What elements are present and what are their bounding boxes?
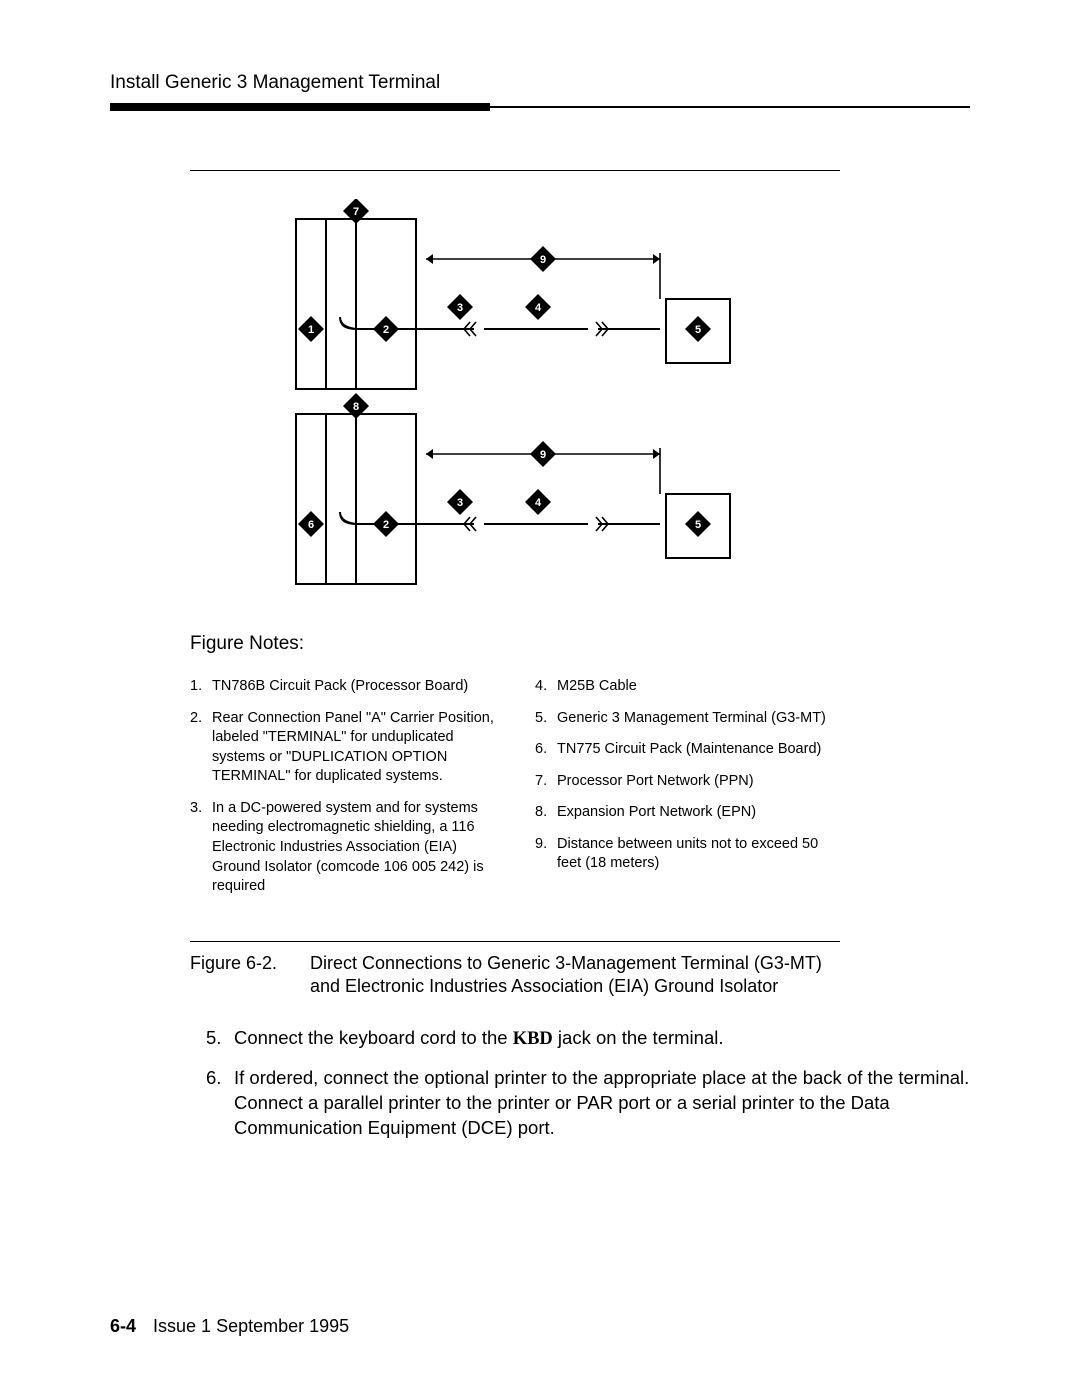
figure-note: 6.TN775 Circuit Pack (Maintenance Board) — [535, 740, 840, 760]
note-number: 6. — [535, 740, 557, 760]
figure-caption-text: Direct Connections to Generic 3-Manageme… — [310, 952, 840, 999]
figure: 7 1 2 3 4 5 9 8 6 2 3 4 5 9 Figure Notes: 1.TN786B Ci… — [190, 170, 840, 998]
svg-text:2: 2 — [383, 324, 389, 336]
figure-note: 2.Rear Connection Panel "A" Carrier Posi… — [190, 709, 495, 787]
note-text: Generic 3 Management Terminal (G3-MT) — [557, 709, 840, 729]
note-text: TN775 Circuit Pack (Maintenance Board) — [557, 740, 840, 760]
note-text: Rear Connection Panel "A" Carrier Positi… — [212, 709, 495, 787]
figure-note: 5.Generic 3 Management Terminal (G3-MT) — [535, 709, 840, 729]
note-number: 2. — [190, 709, 212, 787]
figure-note: 9.Distance between units not to exceed 5… — [535, 835, 840, 874]
svg-text:1: 1 — [308, 324, 314, 336]
svg-text:4: 4 — [535, 302, 542, 314]
svg-text:3: 3 — [457, 302, 463, 314]
svg-text:9: 9 — [540, 449, 546, 461]
figure-diagram: 7 1 2 3 4 5 9 8 6 2 3 4 5 9 — [286, 199, 786, 609]
body-step: 5.Connect the keyboard cord to the KBD j… — [206, 1026, 970, 1052]
svg-text:5: 5 — [695, 324, 701, 336]
note-number: 4. — [535, 677, 557, 697]
note-number: 5. — [535, 709, 557, 729]
note-text: M25B Cable — [557, 677, 840, 697]
page-number: 6-4 — [110, 1316, 136, 1336]
svg-text:9: 9 — [540, 254, 546, 266]
page-footer: 6-4 Issue 1 September 1995 — [110, 1316, 349, 1337]
note-number: 9. — [535, 835, 557, 874]
svg-text:6: 6 — [308, 519, 314, 531]
figure-top-rule — [190, 170, 840, 171]
figure-bottom-rule — [190, 941, 840, 942]
note-text: Processor Port Network (PPN) — [557, 772, 840, 792]
note-text: Distance between units not to exceed 50 … — [557, 835, 840, 874]
figure-caption-label: Figure 6-2. — [190, 952, 310, 999]
body-steps: 5.Connect the keyboard cord to the KBD j… — [206, 1026, 970, 1141]
note-number: 7. — [535, 772, 557, 792]
figure-note: 8.Expansion Port Network (EPN) — [535, 803, 840, 823]
note-text: Expansion Port Network (EPN) — [557, 803, 840, 823]
figure-notes-title: Figure Notes: — [190, 633, 840, 655]
svg-text:4: 4 — [535, 497, 542, 509]
body-step: 6.If ordered, connect the optional print… — [206, 1066, 970, 1141]
figure-caption: Figure 6-2. Direct Connections to Generi… — [190, 952, 840, 999]
figure-notes: 1.TN786B Circuit Pack (Processor Board)2… — [190, 677, 840, 909]
note-number: 1. — [190, 677, 212, 697]
svg-text:3: 3 — [457, 497, 463, 509]
header-rule — [110, 102, 970, 112]
header-title: Install Generic 3 Management Terminal — [110, 72, 970, 94]
svg-text:5: 5 — [695, 519, 701, 531]
note-number: 8. — [535, 803, 557, 823]
figure-note: 4.M25B Cable — [535, 677, 840, 697]
note-text: TN786B Circuit Pack (Processor Board) — [212, 677, 495, 697]
svg-text:2: 2 — [383, 519, 389, 531]
issue-line: Issue 1 September 1995 — [153, 1316, 349, 1336]
note-text: In a DC-powered system and for systems n… — [212, 799, 495, 897]
svg-text:8: 8 — [353, 401, 359, 413]
figure-note: 3.In a DC-powered system and for systems… — [190, 799, 495, 897]
note-number: 3. — [190, 799, 212, 897]
figure-note: 7.Processor Port Network (PPN) — [535, 772, 840, 792]
svg-text:7: 7 — [353, 206, 359, 218]
page-header: Install Generic 3 Management Terminal — [110, 72, 970, 112]
figure-note: 1.TN786B Circuit Pack (Processor Board) — [190, 677, 495, 697]
